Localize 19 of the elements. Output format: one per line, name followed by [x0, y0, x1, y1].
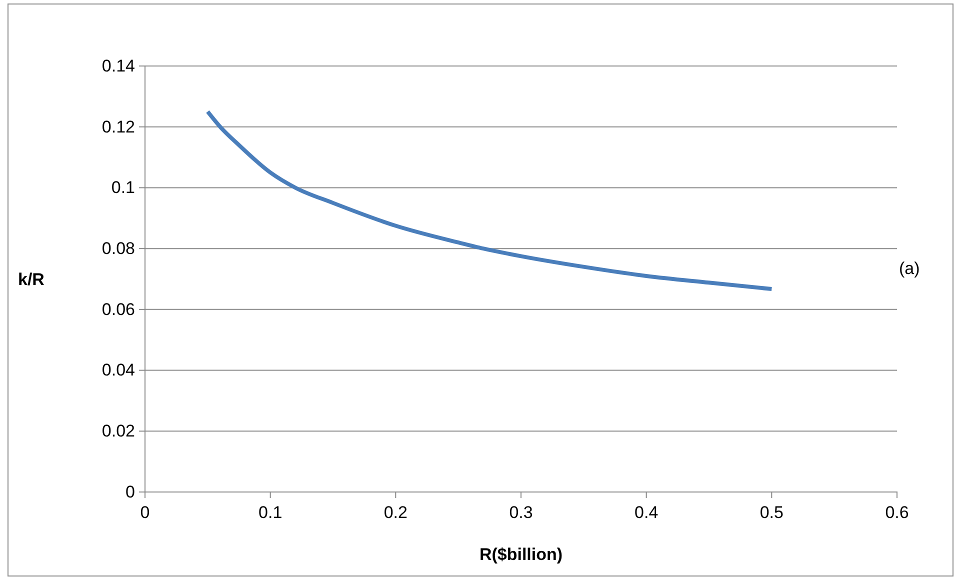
y-tick-label: 0.12 — [102, 117, 135, 136]
y-tick-label: 0 — [126, 482, 135, 502]
y-tick-label: 0.1 — [111, 178, 135, 198]
x-tick-label: 0.5 — [760, 503, 784, 522]
text: (a) — [899, 259, 920, 278]
x-tick-label: 0.2 — [384, 503, 408, 522]
y-tick-label: 0.02 — [102, 422, 135, 441]
x-tick-label: 0.6 — [885, 503, 909, 522]
x-tick-label: 0.3 — [509, 503, 533, 522]
y-tick-label: 0.04 — [102, 360, 135, 380]
line-series — [206, 110, 774, 292]
y-tick-label: 0.08 — [102, 239, 135, 258]
x-tick-label: 0 — [140, 503, 150, 522]
x-axis-title: R($billion) — [479, 545, 563, 564]
x-tick-label: 0.1 — [258, 503, 282, 522]
y-axis-title: k/R — [18, 270, 44, 289]
y-tick-label: 0.06 — [102, 300, 135, 319]
y-tick-label: 0.14 — [102, 56, 135, 76]
x-tick-label: 0.4 — [634, 503, 658, 522]
